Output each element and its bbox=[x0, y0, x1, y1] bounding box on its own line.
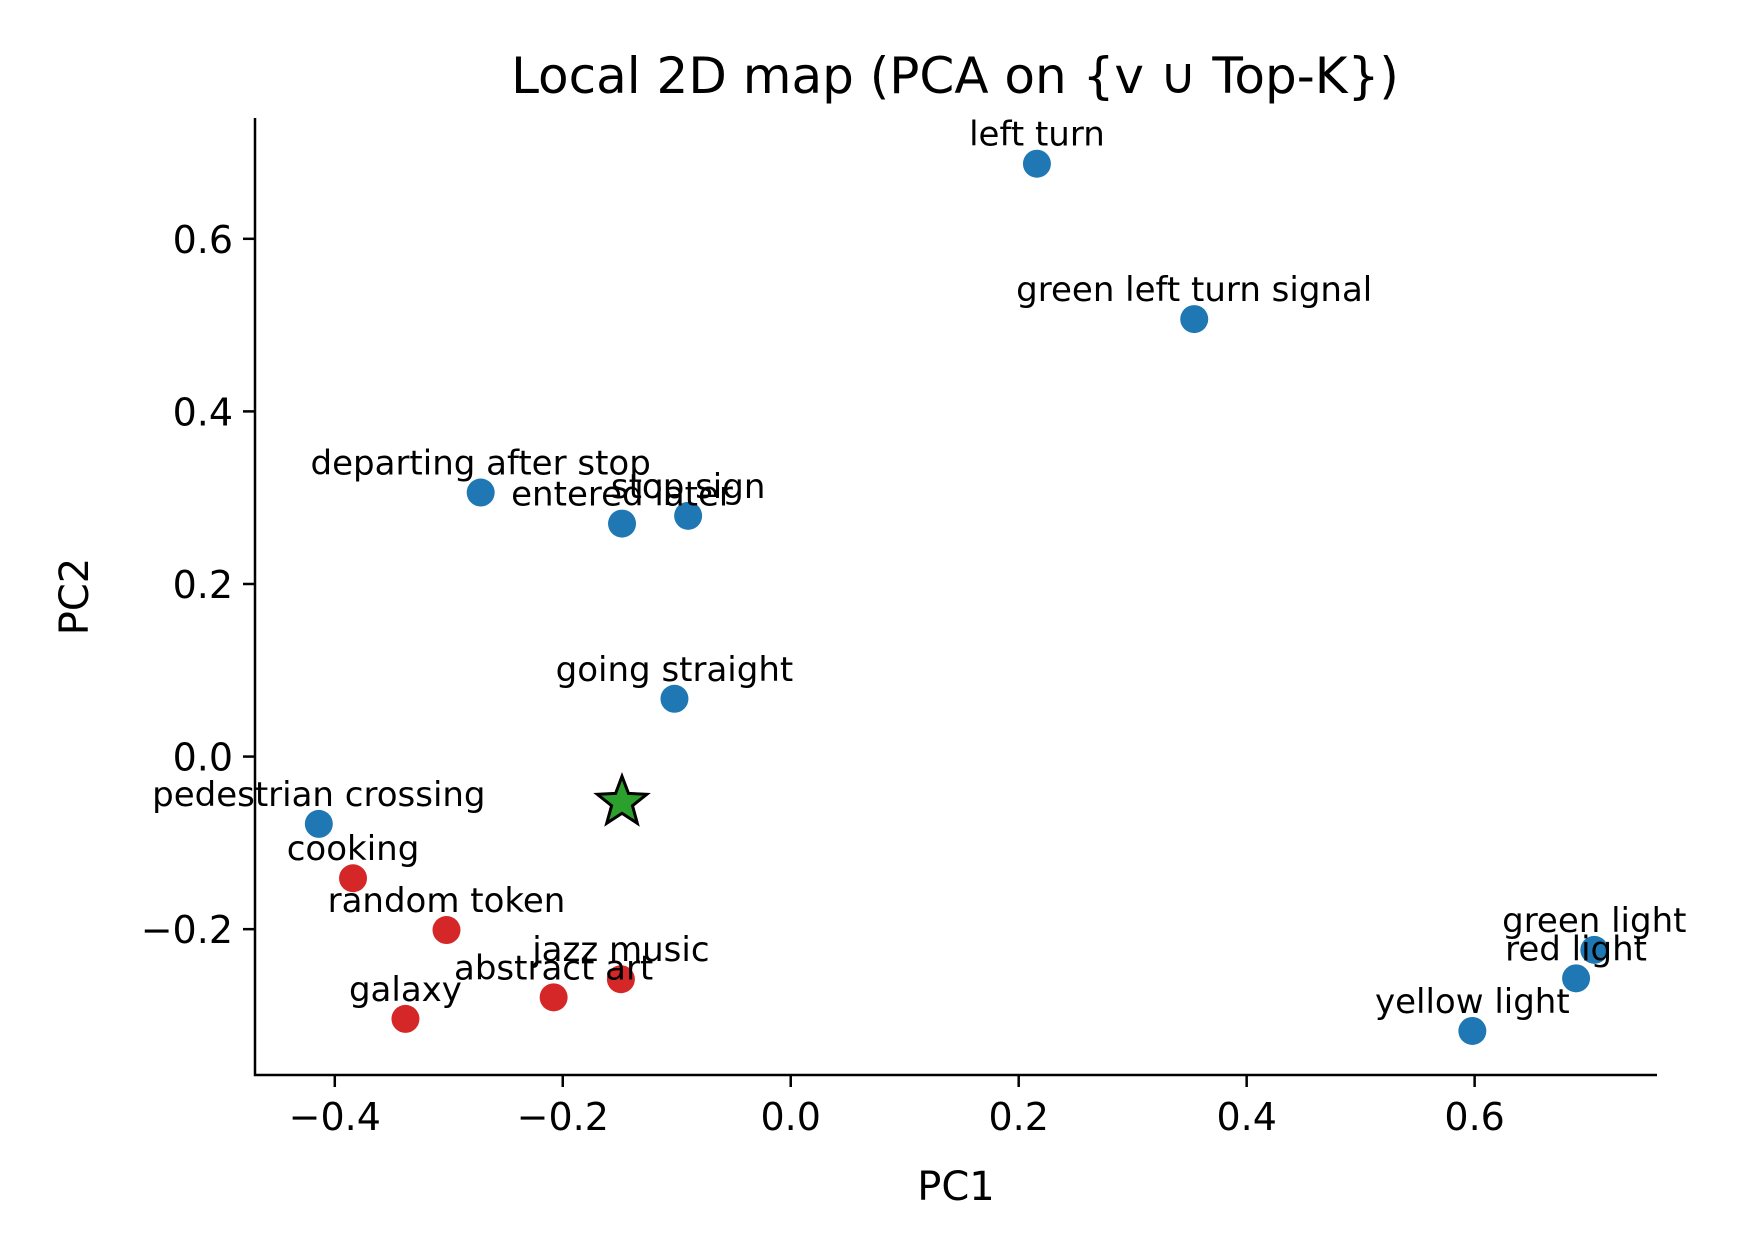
x-tick-label: 0.6 bbox=[1444, 1095, 1504, 1139]
point-label: departing after stop bbox=[311, 444, 651, 484]
scatter-point bbox=[608, 509, 637, 538]
point-labels: left turn green left turn signal departing… bbox=[152, 115, 1686, 1022]
scatter-point bbox=[606, 965, 635, 994]
scatter-point bbox=[1180, 305, 1209, 334]
x-tick-label: −0.2 bbox=[517, 1095, 609, 1139]
point-label: green light bbox=[1502, 901, 1686, 941]
scatter-point bbox=[466, 478, 495, 507]
scatter-point bbox=[539, 983, 568, 1012]
point-label: green left turn signal bbox=[1016, 270, 1372, 310]
point-label: yellow light bbox=[1375, 982, 1570, 1022]
point-label: stop sign bbox=[611, 467, 766, 507]
axis-spines bbox=[253, 118, 1657, 1077]
y-tick-label: −0.2 bbox=[141, 908, 233, 952]
point-label: pedestrian crossing bbox=[152, 775, 485, 815]
y-tick-label: 0.2 bbox=[173, 563, 233, 607]
x-tick-label: −0.4 bbox=[289, 1095, 381, 1139]
point-label: galaxy bbox=[349, 970, 462, 1010]
scatter-point bbox=[391, 1004, 420, 1033]
x-tick-label: 0.2 bbox=[988, 1095, 1048, 1139]
scatter-point bbox=[1022, 149, 1051, 178]
y-tick-label: 0.0 bbox=[173, 736, 233, 780]
scatter-point bbox=[339, 864, 368, 893]
x-tick-label: 0.4 bbox=[1216, 1095, 1276, 1139]
scatter-point bbox=[1562, 964, 1591, 993]
x-tick-label: 0.0 bbox=[761, 1095, 821, 1139]
axis-ticks: −0.4 −0.2 0.0 0.2 0.4 0.6 −0.2 0.0 0.2 0.4 0.6 bbox=[141, 218, 1505, 1139]
x-axis-label: PC1 bbox=[917, 1164, 995, 1210]
scatter-point bbox=[432, 916, 461, 945]
y-tick-label: 0.6 bbox=[173, 218, 233, 262]
scatter-point bbox=[660, 684, 689, 713]
y-axis-label: PC2 bbox=[52, 558, 98, 636]
scatter-point bbox=[1580, 935, 1609, 964]
y-tick-label: 0.4 bbox=[173, 390, 233, 434]
scatter-point bbox=[1458, 1016, 1487, 1045]
data-points bbox=[304, 149, 1609, 1045]
point-label: entered later bbox=[511, 475, 733, 515]
point-label: jazz music bbox=[531, 930, 709, 970]
point-label: cooking bbox=[287, 829, 420, 869]
point-label: left turn bbox=[969, 115, 1105, 155]
scatter-point bbox=[674, 501, 703, 530]
point-label: red light bbox=[1505, 929, 1647, 969]
chart-title: Local 2D map (PCA on {v ∪ Top-K}) bbox=[511, 47, 1399, 105]
point-label: going straight bbox=[556, 650, 794, 690]
point-label: abstract art bbox=[454, 948, 653, 988]
query-star-marker bbox=[593, 772, 651, 827]
scatter-point bbox=[304, 809, 333, 838]
point-label: random token bbox=[328, 881, 566, 921]
